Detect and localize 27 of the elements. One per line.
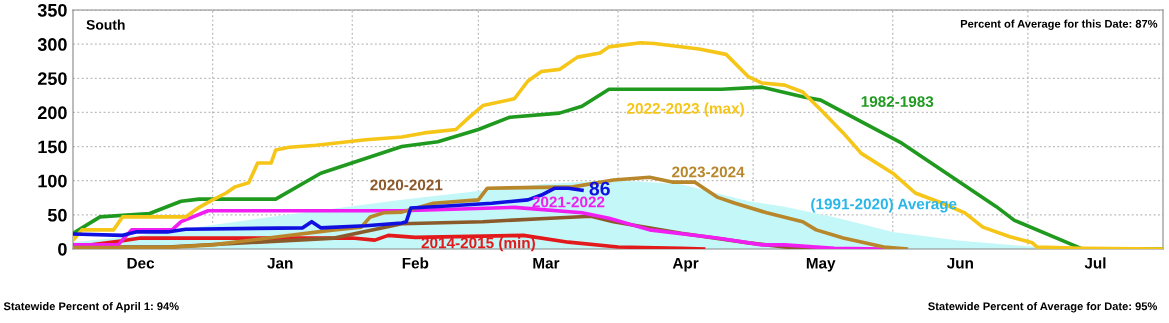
- text: 2020-2021: [370, 179, 443, 191]
- annotation: 86: [589, 181, 610, 196]
- text: Statewide Percent of Average for Date: 95%: [928, 302, 1158, 313]
- y-tick-label: 50: [47, 208, 67, 222]
- x-tick-label: May: [806, 257, 836, 272]
- x-tick-label: Apr: [672, 257, 699, 272]
- x-tick-label: Jan: [267, 257, 293, 269]
- series-label: 2014-2015 (min): [421, 237, 535, 252]
- y-tick-label: 250: [37, 72, 67, 86]
- y-tick-label: 200: [37, 106, 67, 120]
- series-label: 1982-1983: [861, 96, 934, 107]
- x-tick-label: Feb: [402, 257, 429, 269]
- text: South: [86, 19, 125, 30]
- text: Percent of Average for this Date: 87%: [960, 19, 1158, 30]
- series-label: 2023-2024: [672, 166, 745, 178]
- text: Statewide Percent of April 1: 94%: [3, 302, 179, 313]
- x-tick-label: Jul: [1084, 257, 1106, 269]
- series-label: 2021-2022: [532, 196, 605, 208]
- x-tick-label: Dec: [127, 257, 155, 269]
- y-tick-label: 350: [37, 3, 67, 17]
- y-tick-label: 300: [37, 38, 67, 51]
- y-tick-label: 0: [58, 242, 67, 256]
- x-tick-label: Jun: [946, 257, 973, 269]
- y-tick-label: 150: [38, 140, 67, 154]
- series-label: 2022-2023 (max): [627, 102, 744, 117]
- x-tick-label: Mar: [533, 257, 560, 269]
- y-tick-label: 100: [38, 174, 67, 188]
